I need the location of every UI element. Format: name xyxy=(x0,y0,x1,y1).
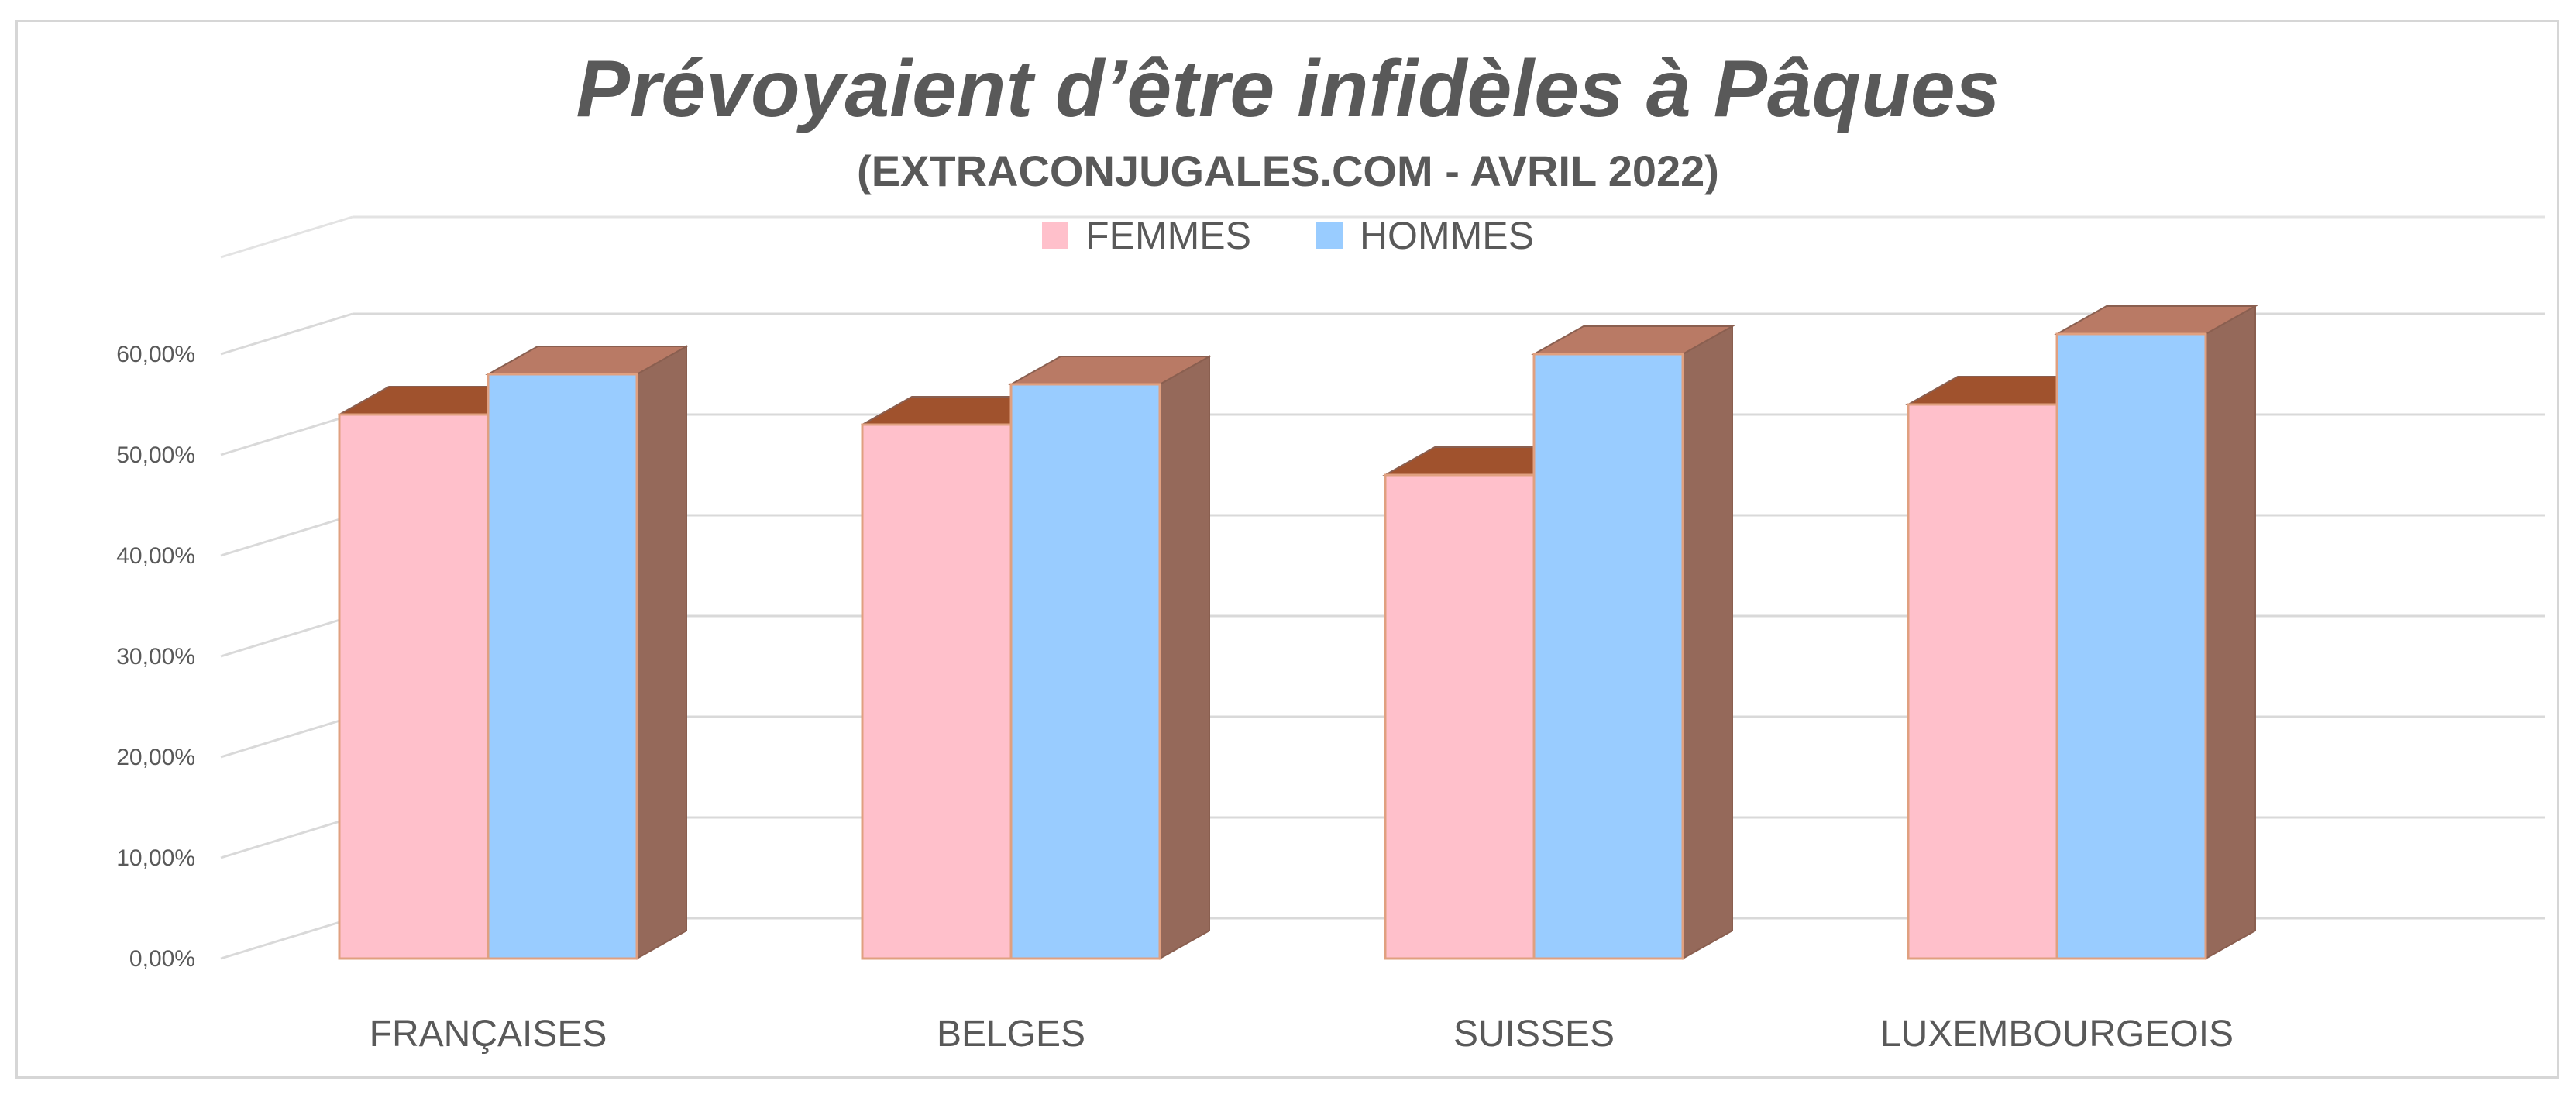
legend-label-femmes: FEMMES xyxy=(1085,214,1251,257)
bar-side xyxy=(1682,325,1733,960)
y-tick-label: 50,00% xyxy=(116,442,195,468)
legend-item-hommes: HOMMES xyxy=(1316,213,1534,258)
category-label: BELGES xyxy=(937,1014,1085,1055)
bar-hommes xyxy=(487,373,638,960)
category-label: LUXEMBOURGEOIS xyxy=(1880,1014,2234,1055)
bar-femmes xyxy=(861,423,1013,960)
gridline-diagonal xyxy=(220,816,353,859)
gridline-diagonal xyxy=(220,312,353,356)
bar-side xyxy=(2205,305,2256,960)
bar-hommes xyxy=(2055,332,2207,960)
chart-title: Prévoyaient d’être infidèles à Pâques xyxy=(576,44,2000,134)
legend-item-femmes: FEMMES xyxy=(1042,213,1251,258)
gridline-diagonal xyxy=(220,614,353,658)
gridline-diagonal xyxy=(220,215,353,259)
y-tick-label: 60,00% xyxy=(116,342,195,367)
gridline-diagonal xyxy=(220,514,353,557)
chart-legend: FEMMES HOMMES xyxy=(0,213,2576,258)
legend-label-hommes: HOMMES xyxy=(1359,214,1534,257)
bar-femmes xyxy=(1384,473,1536,960)
bar-side xyxy=(1159,355,1210,960)
category-label: SUISSES xyxy=(1453,1014,1615,1055)
gridline-diagonal xyxy=(220,413,353,456)
gridline-diagonal xyxy=(220,715,353,759)
y-tick-label: 20,00% xyxy=(116,745,195,770)
bar-hommes xyxy=(1009,383,1161,960)
gridline-diagonal xyxy=(220,917,353,960)
bar-side xyxy=(636,345,687,960)
chart-subtitle: (EXTRACONJUGALES.COM - AVRIL 2022) xyxy=(857,146,1719,195)
y-tick-label: 0,00% xyxy=(129,946,195,972)
bar-hommes xyxy=(1532,353,1684,960)
y-tick-label: 30,00% xyxy=(116,644,195,669)
y-tick-label: 10,00% xyxy=(116,845,195,871)
legend-swatch-femmes xyxy=(1042,222,1069,249)
legend-swatch-hommes xyxy=(1316,222,1343,249)
bar-femmes xyxy=(338,413,490,960)
y-tick-label: 40,00% xyxy=(116,543,195,569)
category-label: FRANÇAISES xyxy=(370,1014,607,1055)
bar-femmes xyxy=(1907,403,2058,960)
